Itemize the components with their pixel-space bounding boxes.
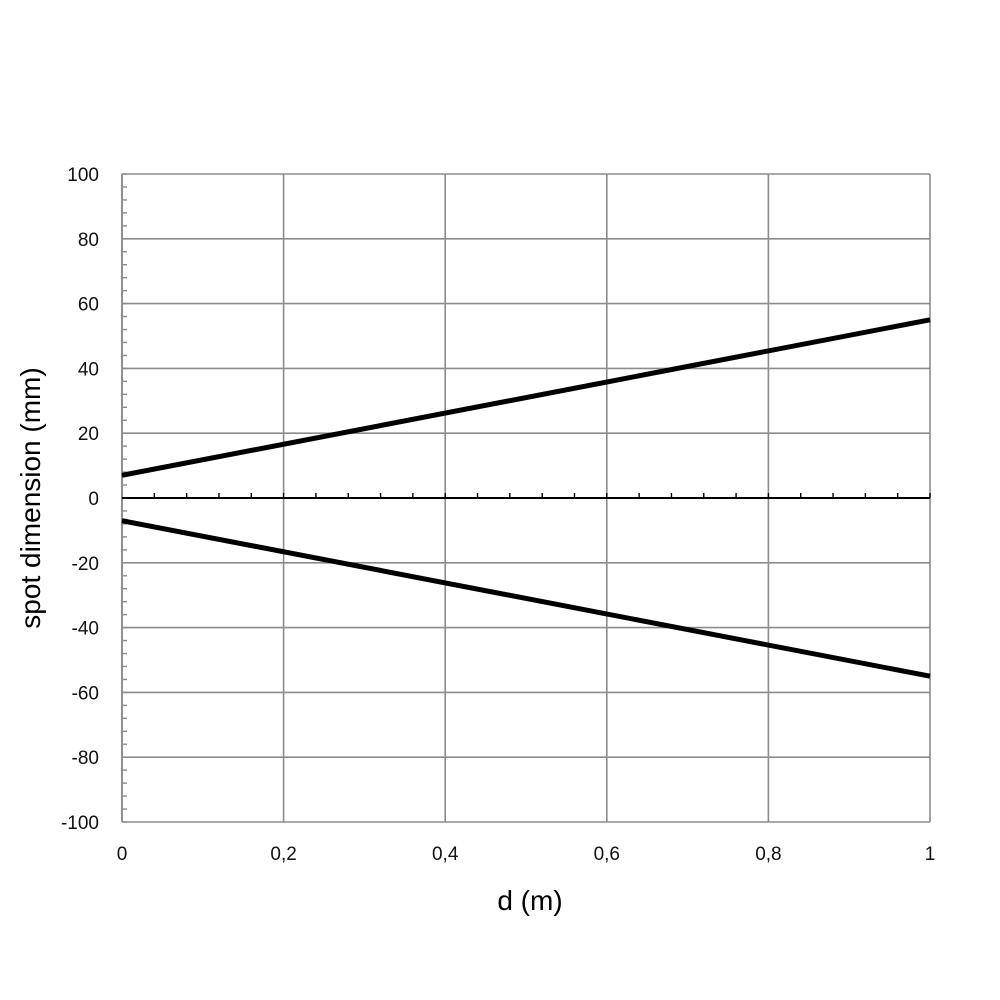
x-tick-label: 0,8 (755, 844, 781, 865)
x-tick-label: 0,4 (432, 844, 459, 865)
y-tick-labels: 100 80 60 40 20 0 -20 -40 -60 -80 -100 (61, 165, 99, 834)
x-tick-label: 1 (925, 844, 936, 865)
y-tick-label: -60 (72, 683, 99, 704)
x-tick-label: 0 (117, 844, 128, 865)
x-axis-title: d (m) (497, 885, 562, 916)
series-lines (121, 317, 931, 679)
y-tick-label: -40 (72, 619, 99, 640)
axes (121, 174, 930, 822)
y-axis-title: spot dimension (mm) (15, 367, 46, 628)
y-tick-label: 40 (78, 359, 99, 380)
y-tick-label: 100 (67, 165, 99, 186)
y-tick-label: 80 (78, 230, 99, 251)
x-tick-labels: 0 0,2 0,4 0,6 0,8 1 (117, 844, 936, 865)
y-tick-label: 0 (88, 489, 99, 510)
x-tick-label: 0,6 (594, 844, 620, 865)
y-tick-label: -80 (72, 748, 99, 769)
series-line-1 (121, 317, 931, 478)
y-tick-label: -100 (61, 813, 99, 834)
y-tick-label: -20 (72, 554, 99, 575)
x-tick-label: 0,2 (270, 844, 296, 865)
y-tick-label: 20 (78, 424, 99, 445)
series-line-2 (121, 518, 931, 679)
y-tick-label: 60 (78, 295, 99, 316)
